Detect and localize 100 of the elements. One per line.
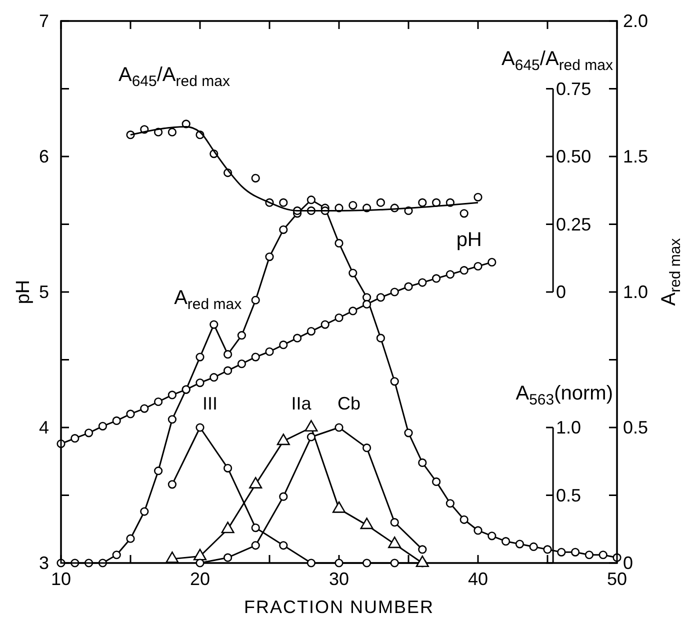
y2-tick-label: 1.0	[623, 282, 648, 302]
point	[515, 540, 524, 548]
point	[265, 347, 274, 356]
point	[320, 320, 330, 329]
point	[279, 541, 288, 550]
point	[210, 373, 218, 382]
series-label: A$_{red max}$	[174, 287, 242, 313]
point	[210, 320, 218, 329]
point	[432, 274, 441, 283]
point	[543, 545, 552, 554]
point	[416, 556, 429, 568]
point	[237, 331, 246, 340]
point	[154, 397, 163, 406]
y2-tick-label: 2.0	[623, 11, 648, 31]
point	[306, 196, 316, 204]
point	[418, 278, 427, 287]
point	[362, 444, 372, 452]
point	[390, 518, 399, 527]
point	[446, 270, 455, 279]
point	[348, 200, 358, 210]
point	[221, 522, 234, 534]
point	[390, 558, 399, 568]
y-axis-title: A$_{563}$(norm)	[516, 382, 613, 408]
point	[557, 548, 566, 556]
point	[168, 415, 177, 424]
point	[501, 537, 510, 546]
point	[488, 258, 496, 266]
point	[306, 432, 316, 442]
point	[376, 334, 386, 342]
point	[598, 550, 608, 560]
point	[126, 534, 135, 543]
point	[196, 423, 204, 432]
point	[70, 434, 80, 443]
x-tick-label: 40	[468, 569, 488, 589]
point	[249, 476, 262, 488]
series-label: pH	[456, 229, 482, 252]
text: A$_{645}$/A$_{red max}$	[118, 64, 230, 90]
y-tick-label: 4	[38, 418, 49, 438]
point	[251, 523, 260, 532]
point	[276, 434, 290, 446]
point	[279, 492, 288, 501]
point	[126, 410, 135, 418]
point	[84, 428, 94, 438]
point	[362, 558, 372, 568]
point	[223, 464, 232, 472]
point	[388, 536, 402, 548]
x-axis-title: FRACTION NUMBER	[244, 597, 434, 617]
point	[332, 501, 346, 513]
point	[154, 466, 163, 476]
x-tick-label: 30	[328, 569, 350, 589]
series-label: III	[202, 394, 218, 414]
point	[140, 404, 149, 413]
point	[196, 352, 204, 362]
point	[304, 420, 318, 432]
point	[306, 558, 316, 568]
point	[460, 515, 468, 524]
point	[223, 553, 232, 562]
y2-tick-label: 1.5	[623, 146, 648, 166]
point	[376, 293, 386, 302]
point	[196, 558, 204, 568]
series-label: Cb	[337, 394, 361, 414]
point	[362, 300, 372, 308]
point	[404, 428, 413, 438]
point	[265, 252, 274, 262]
point	[334, 313, 344, 322]
point	[251, 174, 260, 182]
point	[168, 390, 177, 400]
point	[98, 422, 108, 430]
y-tick-label: 3	[38, 553, 49, 573]
point	[460, 266, 468, 275]
point	[446, 499, 455, 508]
point	[292, 334, 302, 342]
y3-tick-label: 0.25	[556, 214, 592, 234]
point	[251, 296, 260, 304]
point	[223, 366, 232, 375]
point	[168, 480, 177, 489]
series-label: IIa	[291, 394, 312, 414]
point	[237, 360, 246, 368]
point	[418, 198, 427, 207]
point	[390, 377, 399, 386]
point	[584, 550, 594, 560]
point	[360, 518, 374, 530]
point	[140, 507, 149, 516]
y3-axis-title: A$_{645}$/A$_{red max}$	[502, 48, 614, 74]
point	[112, 550, 121, 560]
x-tick-label: 10	[50, 569, 72, 589]
point	[251, 352, 260, 362]
point	[112, 416, 121, 426]
point	[432, 477, 441, 486]
point	[166, 551, 179, 563]
y-tick-label: 5	[38, 282, 49, 302]
point	[334, 423, 344, 432]
point	[460, 209, 468, 218]
point	[418, 545, 427, 554]
point	[348, 268, 358, 278]
point	[390, 288, 399, 296]
point	[362, 293, 372, 302]
point	[193, 548, 207, 560]
point	[529, 542, 538, 552]
point	[488, 532, 496, 540]
